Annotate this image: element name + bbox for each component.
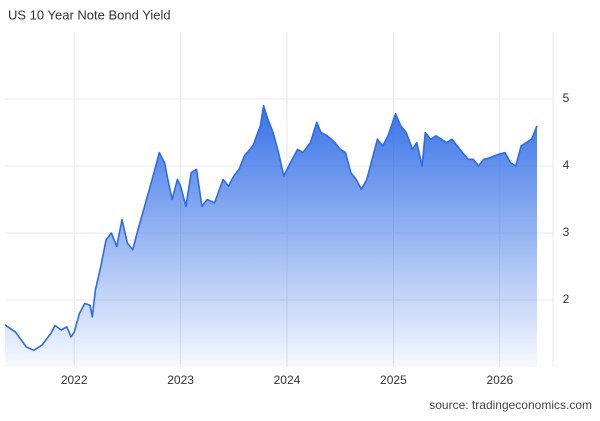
y-tick-label: 2 — [563, 292, 570, 306]
line — [4, 104, 538, 352]
source: source: tradingeconomics.com — [429, 398, 592, 412]
x-tick-label: 2023 — [167, 373, 194, 387]
y-tick-label: 4 — [563, 158, 570, 172]
y-tick-label: 3 — [563, 225, 570, 239]
x-tick-label: 2022 — [61, 373, 88, 387]
chart-title: US 10 Year Note Bond Yield — [8, 7, 171, 22]
y-tick-label: 5 — [563, 91, 570, 105]
area — [5, 105, 537, 367]
x-tick-label: 2024 — [274, 373, 301, 387]
x-tick-label: 2025 — [380, 373, 407, 387]
x-tick-label: 2026 — [486, 373, 513, 387]
